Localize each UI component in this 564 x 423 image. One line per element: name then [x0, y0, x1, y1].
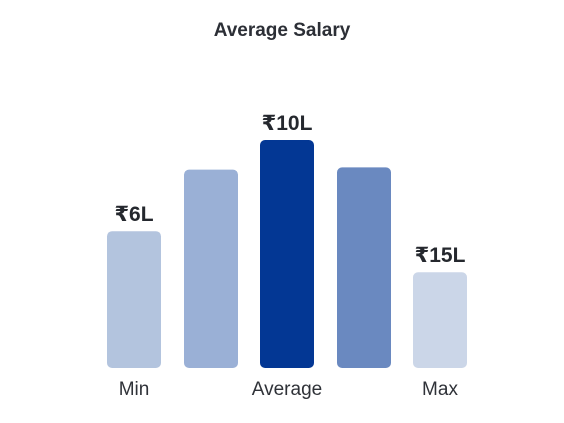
bar-5 [413, 272, 467, 368]
chart-title: Average Salary [213, 20, 351, 41]
category-label-1: Min [119, 379, 150, 400]
bar-2 [184, 169, 238, 368]
bar-4 [337, 167, 391, 368]
value-label-1: ₹6L [114, 203, 153, 226]
bar-1 [107, 231, 161, 368]
value-label-3: ₹10L [262, 112, 313, 135]
category-label-5: Max [422, 379, 458, 400]
category-label-3: Average [252, 379, 322, 400]
value-label-5: ₹15L [415, 244, 466, 267]
bar-3 [260, 140, 314, 368]
